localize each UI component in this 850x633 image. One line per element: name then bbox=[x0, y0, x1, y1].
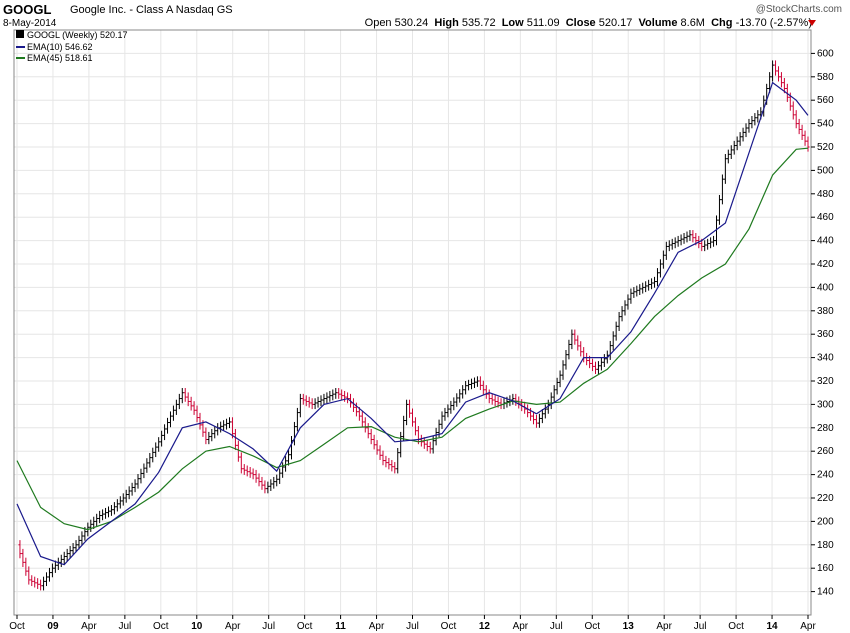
y-tick-label: 460 bbox=[817, 212, 834, 223]
ema10-line bbox=[16, 81, 809, 566]
y-tick-label: 300 bbox=[817, 399, 834, 410]
x-tick-label: Oct bbox=[153, 621, 169, 632]
chg-value: -13.70 (-2.57%) bbox=[735, 17, 812, 29]
x-tick-label: Apr bbox=[81, 621, 97, 632]
x-tick-label: 11 bbox=[335, 621, 346, 632]
ticker-symbol: GOOGL bbox=[3, 2, 52, 17]
y-tick-label: 360 bbox=[817, 329, 834, 340]
y-tick-label: 340 bbox=[817, 353, 834, 364]
y-tick-label: 380 bbox=[817, 306, 834, 317]
y-tick-label: 240 bbox=[817, 470, 834, 481]
x-tick-label: Oct bbox=[728, 621, 744, 632]
x-tick-label: 09 bbox=[47, 621, 59, 632]
x-axis: Oct 09 Apr Jul Oct 10 Apr Jul Oct 11 Apr Jul Oct 12 Ap… bbox=[9, 615, 816, 632]
chg-label: Chg bbox=[711, 17, 733, 29]
ema45-line bbox=[16, 147, 809, 531]
y-tick-label: 440 bbox=[817, 236, 834, 247]
x-tick-label: 10 bbox=[191, 621, 203, 632]
x-tick-label: Apr bbox=[225, 621, 241, 632]
close-label: Close bbox=[565, 17, 596, 29]
x-tick-label: Jul bbox=[118, 621, 131, 632]
y-tick-label: 520 bbox=[817, 142, 834, 153]
y-tick-label: 200 bbox=[817, 516, 834, 527]
y-tick-label: 280 bbox=[817, 423, 834, 434]
stockcharts-watermark[interactable]: @StockCharts.com bbox=[755, 4, 842, 15]
y-tick-label: 320 bbox=[817, 376, 834, 387]
y-tick-label: 560 bbox=[817, 95, 834, 106]
low-value: 511.09 bbox=[526, 17, 560, 29]
close-value: 520.17 bbox=[598, 17, 633, 29]
x-tick-label: Apr bbox=[800, 621, 816, 632]
y-tick-label: 600 bbox=[817, 48, 834, 59]
y-tick-label: 500 bbox=[817, 165, 834, 176]
y-tick-label: 580 bbox=[817, 72, 834, 83]
price-bars bbox=[18, 60, 810, 591]
x-tick-label: Oct bbox=[297, 621, 313, 632]
x-tick-label: Oct bbox=[584, 621, 600, 632]
open-value: 530.24 bbox=[394, 17, 429, 29]
open-label: Open bbox=[364, 17, 392, 29]
x-tick-label: Oct bbox=[9, 621, 25, 632]
y-tick-label: 400 bbox=[817, 282, 834, 293]
x-tick-label: 14 bbox=[766, 621, 778, 632]
high-label: High bbox=[434, 17, 459, 29]
chart-legend: GOOGL (Weekly) 520.17 EMA(10) 546.62 EMA… bbox=[16, 30, 128, 63]
y-tick-label: 480 bbox=[817, 189, 834, 200]
y-tick-label: 260 bbox=[817, 446, 834, 457]
y-tick-label: 140 bbox=[817, 587, 834, 598]
y-tick-label: 540 bbox=[817, 119, 834, 130]
x-tick-label: Jul bbox=[262, 621, 275, 632]
y-tick-label: 180 bbox=[817, 540, 834, 551]
x-tick-label: Jul bbox=[406, 621, 419, 632]
down-arrow-icon bbox=[808, 20, 816, 26]
chart-header: GOOGL Google Inc. - Class A Nasdaq GS 8-… bbox=[0, 0, 850, 32]
x-tick-label: Apr bbox=[369, 621, 385, 632]
legend-ema45: EMA(45) 518.61 bbox=[27, 53, 93, 63]
volume-value: 8.6M bbox=[680, 17, 705, 29]
x-tick-label: 12 bbox=[479, 621, 491, 632]
y-axis: 140 160 180 200 220 240 260 280 300 320 340 360 380 4… bbox=[811, 48, 834, 598]
y-tick-label: 420 bbox=[817, 259, 834, 270]
x-tick-label: Oct bbox=[441, 621, 457, 632]
volume-label: Volume bbox=[638, 17, 678, 29]
quote-date: 8-May-2014 bbox=[3, 18, 57, 29]
company-name: Google Inc. - Class A Nasdaq GS bbox=[70, 4, 233, 16]
x-tick-label: 13 bbox=[623, 621, 635, 632]
ohlc-summary: Open 530.24 High 535.72 Low 511.09 Close… bbox=[365, 17, 812, 29]
y-tick-label: 220 bbox=[817, 493, 834, 504]
high-value: 535.72 bbox=[461, 17, 496, 29]
x-tick-label: Apr bbox=[513, 621, 529, 632]
low-label: Low bbox=[501, 17, 524, 29]
chart-grid bbox=[14, 30, 811, 615]
x-tick-label: Jul bbox=[550, 621, 563, 632]
x-tick-label: Apr bbox=[656, 621, 672, 632]
price-legend-icon bbox=[16, 30, 24, 38]
legend-price: GOOGL (Weekly) 520.17 bbox=[27, 30, 128, 40]
y-tick-label: 160 bbox=[817, 563, 834, 574]
x-tick-label: Jul bbox=[694, 621, 707, 632]
legend-ema10: EMA(10) 546.62 bbox=[27, 42, 93, 52]
